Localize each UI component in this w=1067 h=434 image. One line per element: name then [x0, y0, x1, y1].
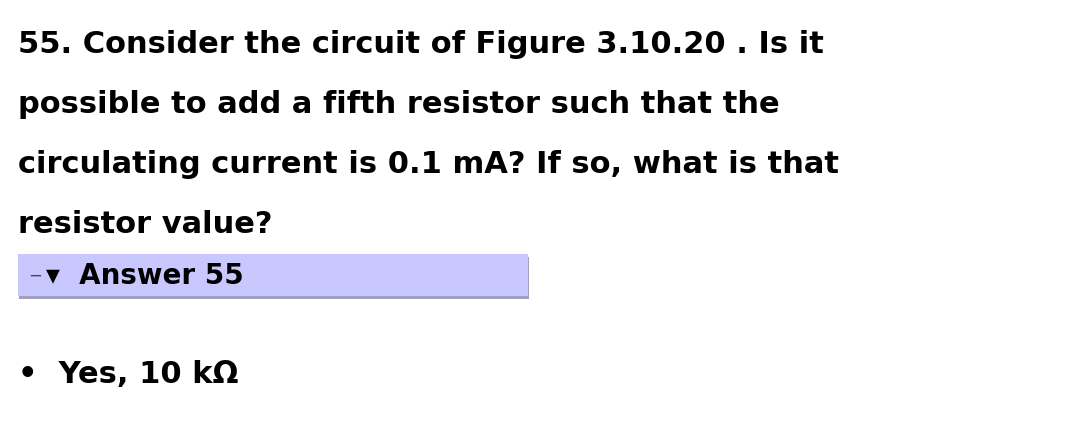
Text: 55. Consider the circuit of Figure 3.10.20 . Is it: 55. Consider the circuit of Figure 3.10.… [18, 30, 824, 59]
Text: circulating current is 0.1 mA? If so, what is that: circulating current is 0.1 mA? If so, wh… [18, 150, 839, 178]
Text: ▾  Answer 55: ▾ Answer 55 [46, 261, 243, 289]
Text: resistor value?: resistor value? [18, 210, 272, 238]
FancyBboxPatch shape [18, 254, 528, 296]
Text: possible to add a fifth resistor such that the: possible to add a fifth resistor such th… [18, 90, 780, 119]
Text: •  Yes, 10 kΩ: • Yes, 10 kΩ [18, 359, 239, 388]
FancyBboxPatch shape [19, 257, 529, 299]
Text: −: − [28, 266, 42, 284]
